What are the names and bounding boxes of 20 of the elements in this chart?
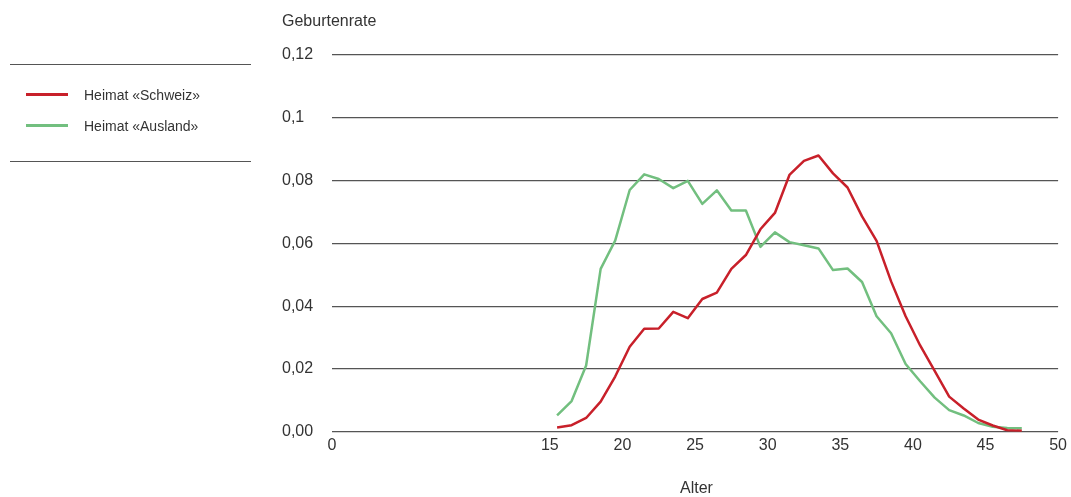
x-tick-label: 40 <box>903 435 922 453</box>
y-tick-label: 0,1 <box>282 108 305 126</box>
y-tick-label: 0,02 <box>282 359 314 377</box>
x-axis-title: Alter <box>680 479 713 497</box>
x-tick-label: 15 <box>540 435 559 453</box>
y-tick-label: 0,00 <box>282 422 314 440</box>
legend-label: Heimat «Schweiz» <box>84 86 200 103</box>
y-tick-label: 0,08 <box>282 171 314 189</box>
x-tick-label: 50 <box>1049 435 1068 453</box>
x-tick-label: 30 <box>758 435 777 453</box>
x-tick-label: 45 <box>976 435 995 453</box>
y-tick-label: 0,12 <box>282 45 314 63</box>
x-tick-label: 25 <box>686 435 705 453</box>
x-tick-label: 20 <box>613 435 632 453</box>
y-tick-label: 0,06 <box>282 233 314 251</box>
x-tick-label: 35 <box>831 435 850 453</box>
x-tick-label: 0 <box>327 435 337 453</box>
y-axis-title: Geburtenrate <box>282 12 377 30</box>
y-tick-label: 0,04 <box>282 296 314 314</box>
legend-label: Heimat «Ausland» <box>84 117 199 134</box>
